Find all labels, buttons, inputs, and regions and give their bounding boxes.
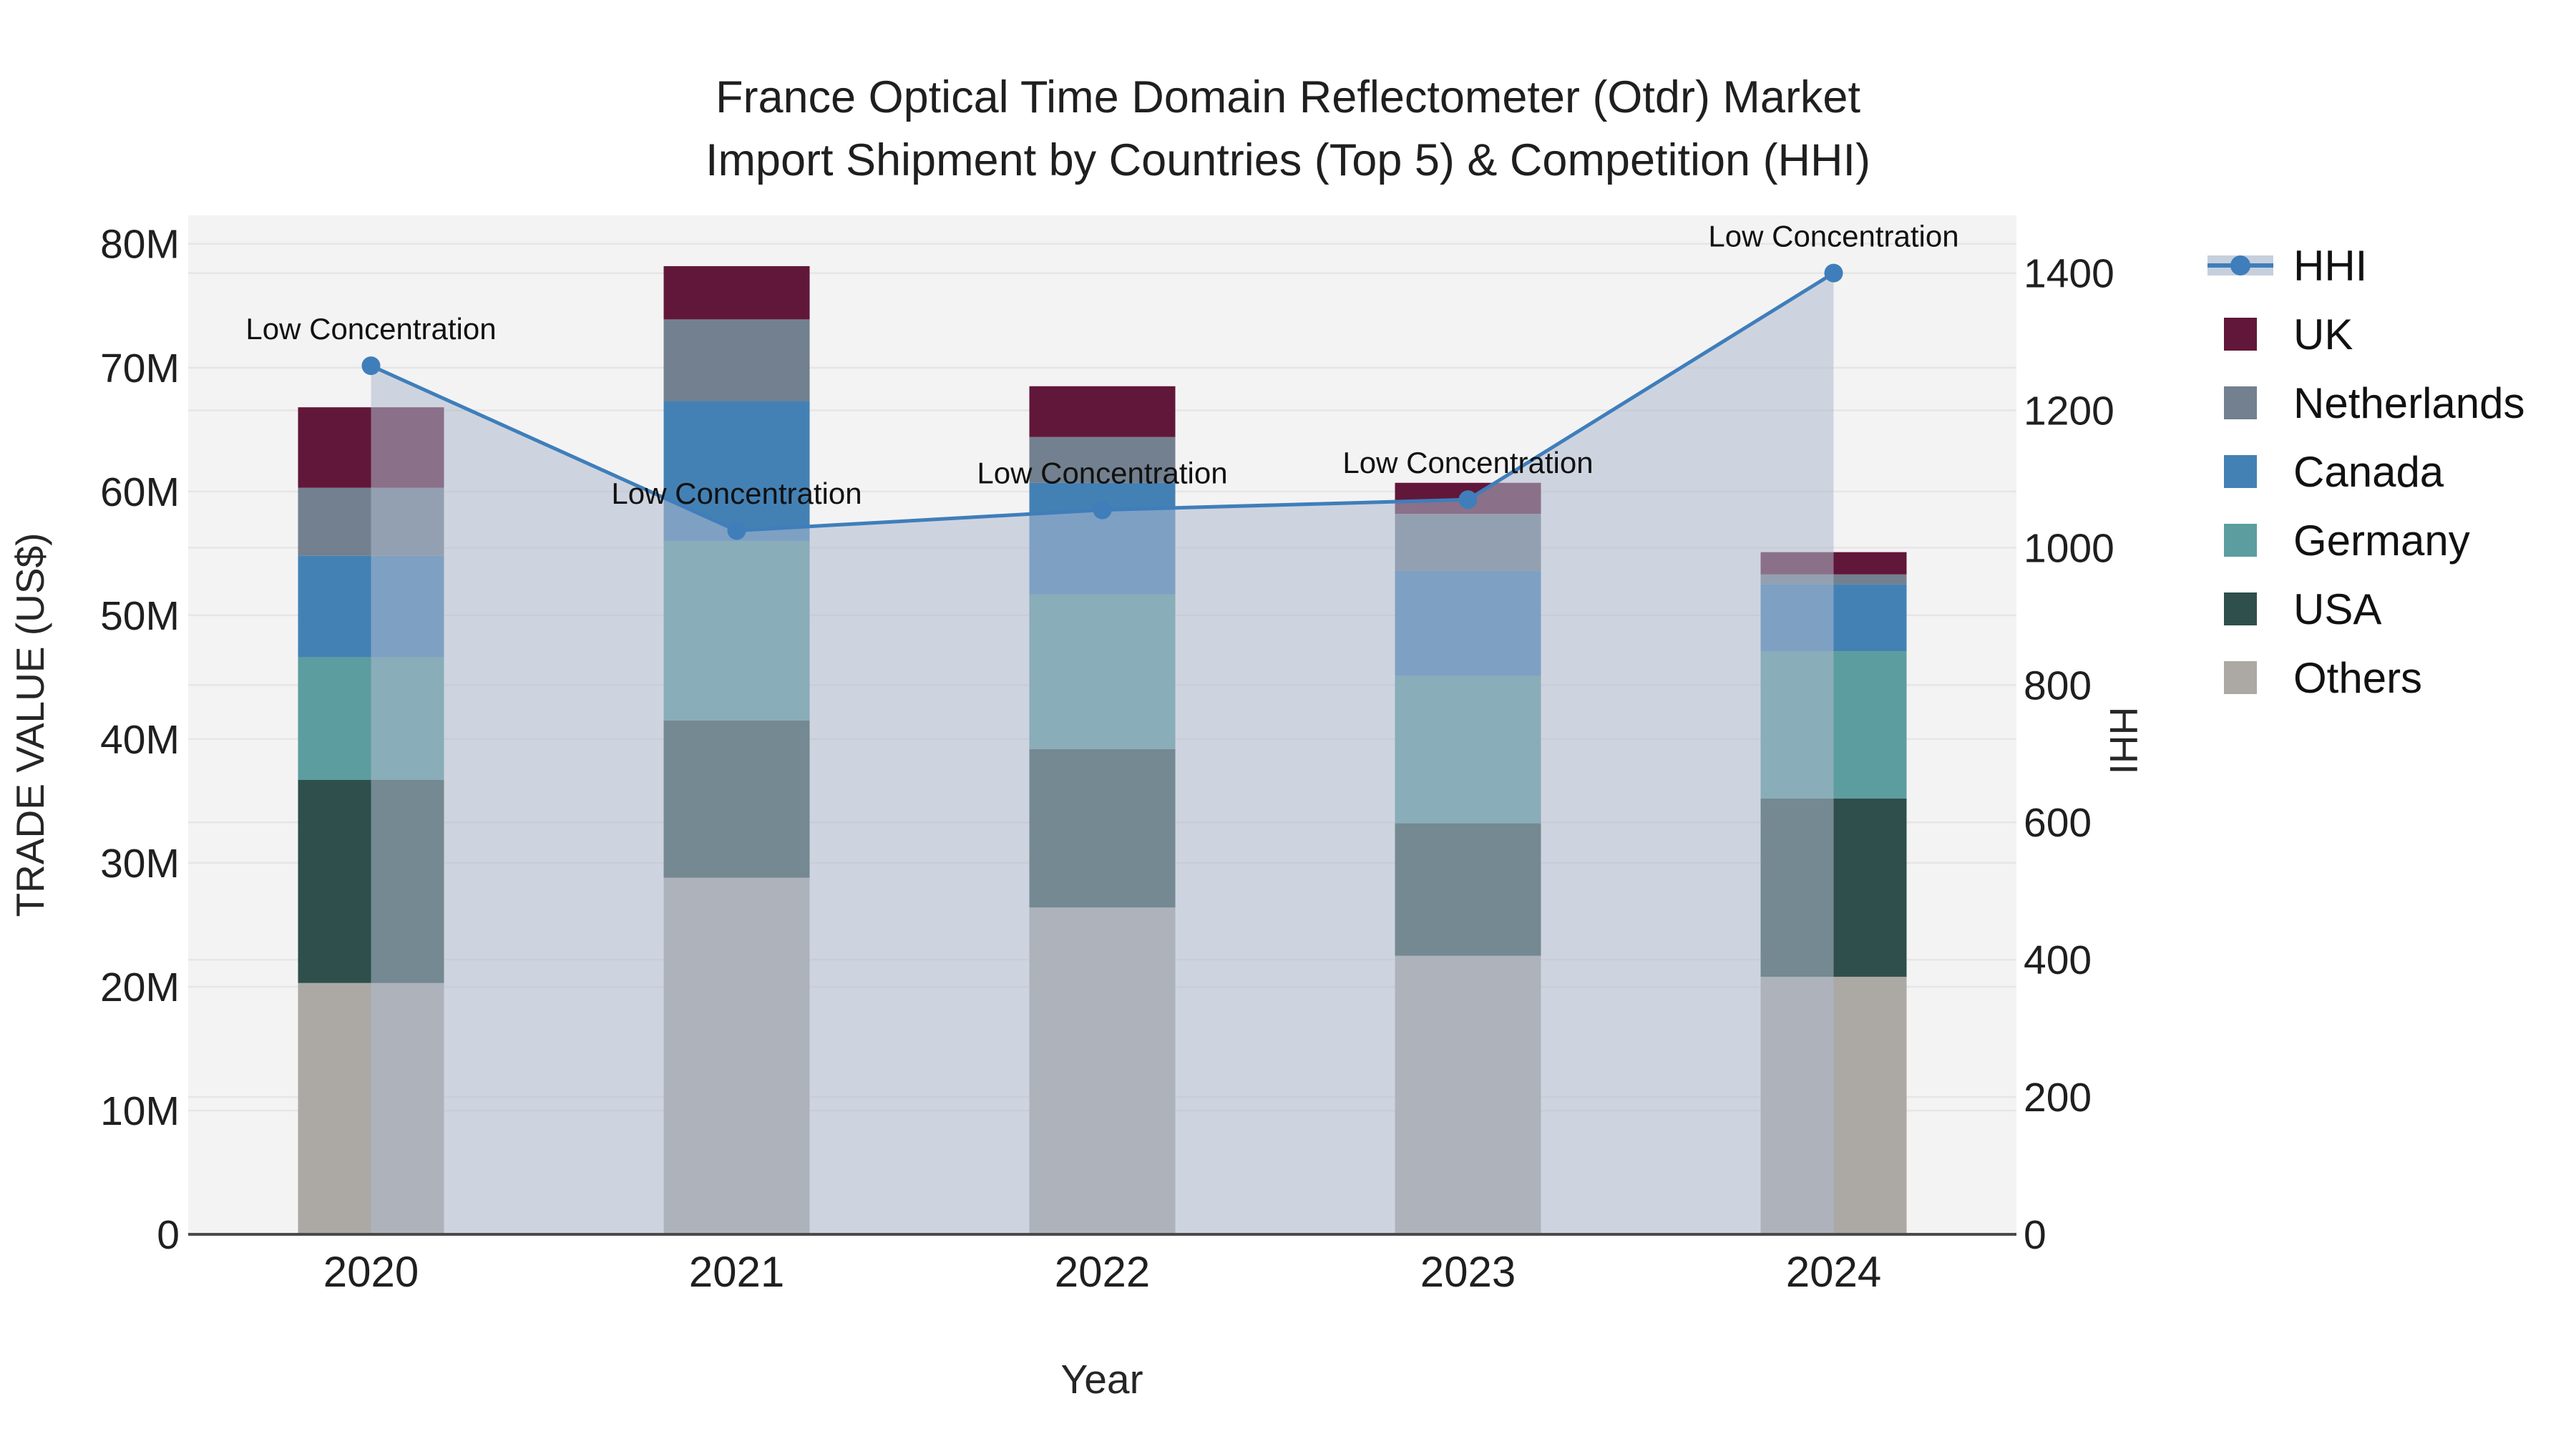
bar-segment-netherlands-2021 [663, 319, 810, 401]
legend-item-hhi[interactable]: HHI [2207, 231, 2525, 300]
legend-item-canada[interactable]: Canada [2207, 437, 2525, 506]
x-tick-label-2021: 2021 [689, 1248, 784, 1296]
annotation-low-concentration-2022: Low Concentration [977, 456, 1227, 489]
annotation-low-concentration-2023: Low Concentration [1342, 446, 1593, 479]
legend-label: USA [2293, 585, 2382, 633]
legend-label: Netherlands [2293, 379, 2525, 427]
bar-segment-uk-2021 [663, 265, 810, 320]
y-left-tick-label-0: 0 [157, 1212, 180, 1258]
legend-item-usa[interactable]: USA [2207, 575, 2525, 643]
y-left-tick-label-10M: 10M [100, 1088, 180, 1134]
y-right-tick-label-200: 200 [2024, 1075, 2092, 1121]
y-left-tick-label-60M: 60M [100, 469, 180, 515]
y-left-axis-title: TRADE VALUE (US$) [8, 532, 52, 917]
y-left-tick-label-70M: 70M [100, 346, 180, 391]
legend-swatch-icon [2207, 318, 2276, 351]
legend-item-others[interactable]: Others [2207, 643, 2525, 712]
hhi-area [371, 273, 1834, 1234]
legend-swatch-icon [2207, 386, 2276, 419]
chart-title-line-2: Import Shipment by Countries (Top 5) & C… [705, 135, 1871, 185]
y-right-axis-title: HHI [2102, 706, 2146, 775]
hhi-marker-2024 [1824, 263, 1843, 283]
legend-swatch-icon [2207, 661, 2276, 694]
hhi-marker-2023 [1458, 490, 1478, 509]
x-tick-label-2022: 2022 [1055, 1248, 1150, 1296]
y-left-tick-label-20M: 20M [100, 965, 180, 1010]
hhi-line-swatch-icon [2207, 255, 2276, 275]
annotation-low-concentration-2024: Low Concentration [1708, 219, 1958, 253]
chart-title: France Optical Time Domain Reflectometer… [0, 66, 2576, 192]
legend-swatch-icon [2207, 592, 2276, 625]
annotation-low-concentration-2021: Low Concentration [611, 477, 862, 510]
annotation-low-concentration-2020: Low Concentration [245, 312, 496, 346]
y-left-tick-label-80M: 80M [100, 222, 180, 268]
y-left-tick-label-40M: 40M [100, 717, 180, 763]
x-axis-title: Year [1060, 1357, 1143, 1402]
hhi-marker-2020 [361, 356, 381, 376]
y-right-tick-label-1200: 1200 [2024, 388, 2114, 434]
legend: HHI UK Netherlands Canada Germany USA Others [2207, 231, 2525, 712]
y-right-tick-label-800: 800 [2024, 663, 2092, 708]
legend-item-germany[interactable]: Germany [2207, 506, 2525, 575]
bar-segment-netherlands-2022 [1029, 436, 1176, 483]
legend-swatch-icon [2207, 455, 2276, 488]
legend-item-netherlands[interactable]: Netherlands [2207, 369, 2525, 437]
y-right-tick-label-600: 600 [2024, 800, 2092, 846]
y-left-tick-label-30M: 30M [100, 841, 180, 887]
legend-item-uk[interactable]: UK [2207, 300, 2525, 369]
hhi-marker-2021 [727, 521, 746, 540]
bar-segment-uk-2022 [1029, 386, 1176, 437]
legend-swatch-icon [2207, 524, 2276, 557]
x-tick-label-2024: 2024 [1786, 1248, 1881, 1296]
hhi-marker-2022 [1093, 500, 1112, 519]
y-right-tick-label-1400: 1400 [2024, 251, 2114, 297]
legend-label: Others [2293, 653, 2423, 702]
legend-label: Canada [2293, 447, 2444, 496]
x-tick-label-2020: 2020 [323, 1248, 419, 1296]
y-right-tick-label-0: 0 [2024, 1212, 2046, 1258]
chart-title-line-1: France Optical Time Domain Reflectometer… [716, 72, 1860, 122]
x-tick-label-2023: 2023 [1420, 1248, 1516, 1296]
y-left-tick-label-50M: 50M [100, 593, 180, 639]
legend-label: HHI [2293, 241, 2368, 290]
legend-label: Germany [2293, 516, 2470, 565]
y-right-tick-label-1000: 1000 [2024, 525, 2114, 571]
legend-label: UK [2293, 310, 2353, 358]
y-right-tick-label-400: 400 [2024, 937, 2092, 983]
